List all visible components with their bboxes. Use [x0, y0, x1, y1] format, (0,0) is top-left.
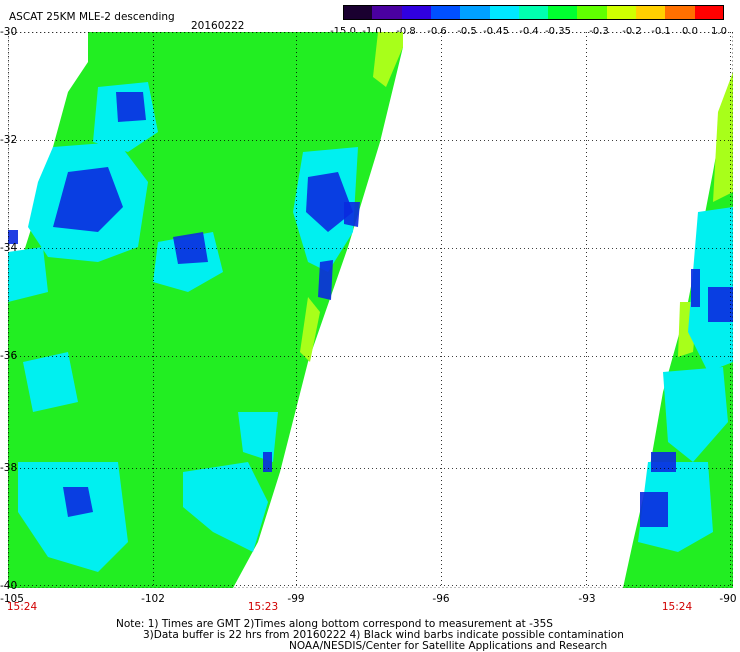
colorbar-segment: [401, 5, 432, 20]
swath-edge: [373, 32, 403, 87]
blue-region: [318, 260, 333, 300]
cyan-region: [183, 462, 268, 552]
colorbar-tick-label: 0.0: [682, 26, 698, 37]
blue-region: [344, 202, 360, 227]
lon-label-90: -90: [719, 593, 737, 605]
map-border: [8, 32, 733, 588]
cyan-region: [8, 247, 48, 302]
colorbar-segment: [665, 5, 696, 20]
colorbar-tick-label: -15.0: [330, 26, 356, 37]
colorbar-segment: [489, 5, 520, 20]
colorbar: [343, 5, 725, 20]
colorbar-segment: [577, 5, 608, 20]
time-label-1: 15:24: [6, 601, 38, 613]
swath-edge: [300, 297, 320, 362]
colorbar-tick-label: 1.0: [711, 26, 727, 37]
lat-label-38: -38: [0, 462, 18, 474]
blue-region: [691, 269, 700, 307]
colorbar-segment: [460, 5, 491, 20]
lon-label-99: -99: [287, 593, 305, 605]
colorbar-tick-label: -0.45: [483, 26, 509, 37]
wind-map: [8, 32, 733, 588]
time-label-2: 15:23: [247, 601, 279, 613]
colorbar-segment: [372, 5, 403, 20]
blue-region: [53, 167, 123, 232]
cyan-region: [638, 462, 713, 552]
cyan-region: [238, 412, 278, 462]
lat-label-34: -34: [0, 242, 18, 254]
lon-label-96: -96: [432, 593, 450, 605]
lon-label-105: -105: [0, 593, 24, 605]
colorbar-tick-label: -0.4: [519, 26, 539, 37]
blue-region: [640, 492, 668, 527]
lon-label-102: -102: [141, 593, 165, 605]
cyan-region: [18, 462, 128, 572]
lat-label-32: -32: [0, 134, 18, 146]
cyan-region: [663, 367, 728, 462]
blue-region: [116, 92, 146, 122]
time-label-3: 15:24: [661, 601, 693, 613]
colorbar-segment: [343, 5, 373, 20]
blue-region: [708, 287, 733, 322]
swath-edge: [713, 72, 733, 202]
lat-label-40: -40: [0, 580, 18, 592]
lon-label-93: -93: [578, 593, 596, 605]
lat-label-30: -30: [0, 26, 18, 38]
colorbar-segment: [694, 5, 725, 20]
note-line-3: NOAA/NESDIS/Center for Satellite Applica…: [289, 640, 608, 652]
colorbar-tick-label: -0.3: [589, 26, 609, 37]
blue-region: [173, 232, 208, 264]
note-line-1: Note: 1) Times are GMT 2)Times along bot…: [116, 618, 553, 630]
blue-region: [63, 487, 93, 517]
blue-region: [8, 230, 18, 244]
blue-region: [651, 452, 676, 472]
colorbar-segment: [636, 5, 666, 20]
map-frame: [8, 32, 733, 588]
colorbar-tick-label: -1.0: [362, 26, 382, 37]
blue-region: [263, 452, 272, 472]
note-line-2: 3)Data buffer is 22 hrs from 20160222 4)…: [143, 629, 624, 641]
product-date: 20160222: [191, 20, 245, 32]
colorbar-tick-label: -0.1: [651, 26, 671, 37]
colorbar-segment: [606, 5, 637, 20]
colorbar-tick-label: -0.8: [396, 26, 416, 37]
colorbar-segment: [430, 5, 461, 20]
colorbar-segment: [518, 5, 549, 20]
lat-label-36: -36: [0, 350, 18, 362]
product-title: ASCAT 25KM MLE-2 descending: [9, 11, 175, 23]
colorbar-segment: [548, 5, 578, 20]
colorbar-tick-label: -0.6: [427, 26, 447, 37]
blue-region: [306, 172, 353, 232]
colorbar-tick-label: -0.35: [545, 26, 571, 37]
swath-right: [623, 72, 733, 588]
colorbar-tick-label: -0.5: [457, 26, 477, 37]
colorbar-tick-label: -0.2: [622, 26, 642, 37]
cyan-region: [23, 352, 78, 412]
